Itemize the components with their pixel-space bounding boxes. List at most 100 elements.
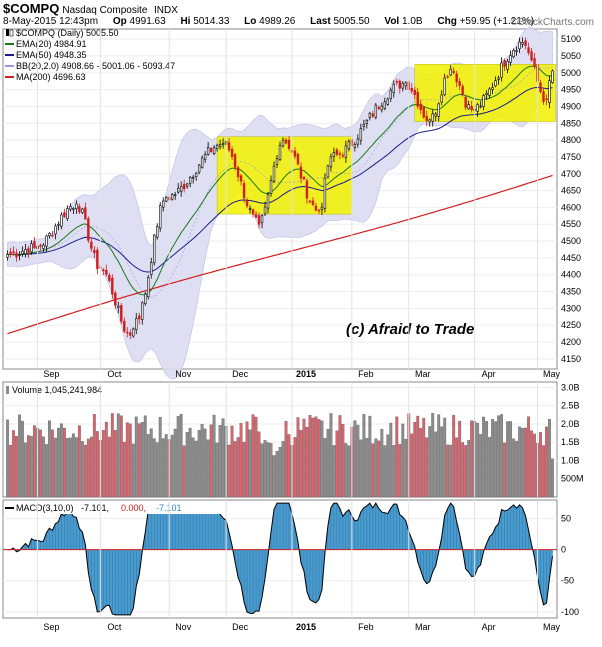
volume-bar (39, 429, 42, 498)
volume-bar (278, 447, 282, 498)
volume-bar (299, 430, 303, 498)
volume-bar (521, 428, 524, 498)
volume-bar (539, 431, 542, 498)
last-label: Last (310, 16, 331, 27)
candle-body (129, 332, 132, 336)
volume-tick-label: 1.5B (561, 437, 580, 447)
volume-x-label: Mar (415, 622, 431, 632)
price-tick-label: 5050 (561, 51, 581, 61)
candle-body (320, 206, 324, 210)
candle-body (380, 105, 384, 111)
candle-body (194, 173, 198, 177)
candle-body (341, 154, 345, 157)
candle-body (314, 205, 318, 211)
legend-entry: EMA(20) 4984.91 (16, 39, 87, 49)
ma200-line (7, 174, 553, 335)
volume-bar (77, 425, 81, 498)
volume-bar (455, 437, 459, 498)
volume-bar (119, 415, 123, 498)
candle-body (302, 176, 306, 180)
candle-body (509, 55, 512, 63)
candle-body (185, 183, 189, 187)
candle-body (449, 69, 452, 76)
volume-bar (449, 444, 453, 498)
volume-bar (365, 438, 369, 498)
volume-bar (248, 429, 252, 498)
volume-bar (185, 432, 189, 498)
candle-body (506, 61, 509, 70)
volume-bar (323, 438, 327, 498)
volume-bar (80, 441, 84, 498)
volume-bar (512, 438, 515, 498)
candle-body (159, 205, 162, 229)
volume-bar (302, 418, 306, 498)
candle-body (440, 94, 443, 103)
macd-legend-value: 0.000, (121, 503, 146, 513)
candle-body (87, 218, 90, 241)
candle-body (272, 165, 276, 182)
volume-bar (257, 431, 261, 498)
volume-bar (503, 442, 506, 498)
candle-body (491, 87, 494, 90)
candle-body (392, 83, 395, 93)
price-x-label: Sep (43, 369, 59, 379)
volume-bar (329, 413, 333, 498)
candle-body (545, 98, 548, 100)
candle-body (413, 89, 416, 96)
candle-body (18, 254, 21, 256)
volume-bar (12, 430, 15, 498)
candle-body (398, 80, 401, 89)
volume-bar (227, 444, 231, 498)
candle-body (138, 315, 141, 320)
volume-bar (452, 414, 456, 498)
candle-body (287, 139, 291, 149)
volume-bar (428, 426, 432, 498)
volume-bar (368, 415, 372, 498)
candle-body (233, 154, 237, 168)
volume-bar (344, 443, 348, 498)
volume-bar (422, 418, 426, 498)
candle-body (54, 225, 57, 235)
chart-title: $COMPQ Nasdaq Composite INDX (3, 1, 178, 16)
volume-bar (212, 414, 216, 498)
candle-body (464, 96, 467, 108)
candle-body (359, 128, 363, 141)
candle-body (93, 249, 96, 254)
volume-bar (314, 416, 318, 498)
candle-body (257, 215, 261, 225)
volume-bar (353, 420, 357, 498)
candle-body (132, 328, 135, 337)
stockcharts-brand: ©StockCharts.com (510, 17, 594, 28)
volume-bar (542, 445, 545, 498)
volume-bar (6, 419, 9, 498)
candle-body (512, 49, 515, 58)
volume-bar (182, 445, 186, 498)
candle-body (323, 177, 327, 209)
candle-body (6, 254, 9, 258)
volume-x-label: Dec (232, 622, 249, 632)
volume-bar (59, 423, 63, 498)
price-tick-label: 4800 (561, 135, 581, 145)
volume-bar (179, 414, 183, 498)
bb-middle-line (7, 66, 553, 298)
candle-body (335, 149, 339, 155)
volume-bar (125, 422, 129, 498)
volume-bar (42, 436, 45, 498)
candle-body (144, 293, 147, 305)
volume-x-label: Sep (43, 622, 59, 632)
candle-body (530, 51, 533, 61)
open-value: 4991.63 (129, 16, 166, 27)
vol-label: Vol (384, 16, 400, 27)
volume-bar (413, 422, 417, 498)
candle-body (365, 119, 369, 124)
volume-bar (260, 443, 264, 498)
macd-line (7, 502, 553, 616)
volume-bar (233, 441, 237, 498)
macd-legend-value: -7.101, (81, 503, 109, 513)
volume-bar (296, 417, 300, 498)
volume-bar (485, 421, 489, 498)
volume-bar (467, 440, 471, 498)
volume-bar (95, 431, 99, 498)
volume-bar (374, 438, 378, 498)
candle-body (48, 232, 51, 237)
